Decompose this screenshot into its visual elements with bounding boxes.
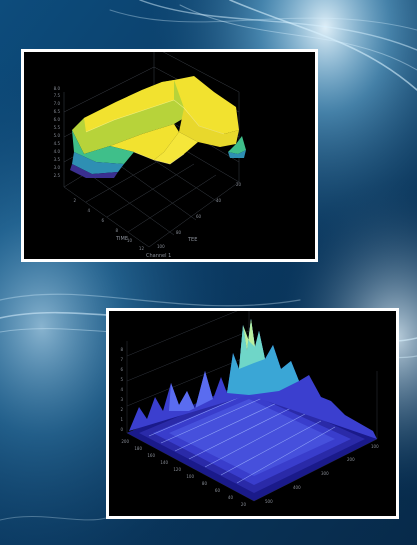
right-axis-tick: 400 bbox=[293, 485, 301, 490]
z-tick: 8.0 bbox=[54, 86, 61, 91]
left-axis-tick: 40 bbox=[228, 495, 234, 500]
z-tick: 5.0 bbox=[54, 133, 61, 138]
waterfall-plot: 8 7 6 5 4 3 2 1 0 200 180 160 140 120 10… bbox=[120, 311, 379, 507]
waterfall-plot-panel: 8 7 6 5 4 3 2 1 0 200 180 160 140 120 10… bbox=[106, 308, 399, 519]
left-axis-tick: 8 bbox=[115, 228, 118, 233]
left-axis-tick: 100 bbox=[186, 474, 194, 479]
z-tick: 4.5 bbox=[54, 141, 61, 146]
z-tick: 2 bbox=[120, 407, 123, 412]
right-axis-tick: 60 bbox=[196, 214, 202, 219]
corner-label: Channel 1 bbox=[146, 253, 171, 259]
z-tick: 3.5 bbox=[54, 157, 61, 162]
left-axis-tick: 60 bbox=[215, 488, 221, 493]
z-tick: 4 bbox=[120, 387, 123, 392]
z-tick: 1 bbox=[120, 417, 123, 422]
left-axis-tick: 2 bbox=[73, 198, 76, 203]
z-tick: 5 bbox=[120, 377, 123, 382]
left-axis-tick: 20 bbox=[241, 502, 247, 507]
z-tick: 7.0 bbox=[54, 101, 61, 106]
left-axis-tick: 160 bbox=[147, 453, 155, 458]
right-axis-label: TEE bbox=[187, 237, 197, 243]
z-tick: 6 bbox=[120, 367, 123, 372]
z-tick: 3 bbox=[120, 397, 123, 402]
left-axis-label: TIME bbox=[115, 236, 128, 242]
z-tick: 4.0 bbox=[54, 149, 61, 154]
right-axis-tick: 100 bbox=[371, 444, 379, 449]
surface-plot-panel: 8.0 7.5 7.0 6.5 6.0 5.5 5.0 4.5 4.0 3.5 … bbox=[21, 49, 318, 262]
left-axis-tick: 12 bbox=[139, 246, 145, 251]
left-axis-tick: 4 bbox=[87, 208, 90, 213]
right-axis-tick: 500 bbox=[265, 499, 273, 504]
left-axis-tick: 140 bbox=[160, 460, 168, 465]
z-tick: 2.5 bbox=[54, 173, 61, 178]
z-tick: 5.5 bbox=[54, 125, 61, 130]
right-axis-tick: 100 bbox=[157, 244, 165, 249]
left-axis-tick: 6 bbox=[101, 218, 104, 223]
z-tick: 7 bbox=[120, 357, 123, 362]
right-axis-tick: 40 bbox=[216, 198, 222, 203]
left-axis-tick: 180 bbox=[134, 446, 142, 451]
left-axis-tick: 80 bbox=[202, 481, 208, 486]
right-axis-tick: 80 bbox=[176, 230, 182, 235]
left-axis-tick: 10 bbox=[127, 238, 133, 243]
right-axis-tick: 300 bbox=[321, 471, 329, 476]
z-tick: 3.0 bbox=[54, 165, 61, 170]
right-axis-tick: 20 bbox=[236, 182, 242, 187]
z-tick: 6.0 bbox=[54, 117, 61, 122]
surface-plot: 8.0 7.5 7.0 6.5 6.0 5.5 5.0 4.5 4.0 3.5 … bbox=[54, 52, 246, 259]
right-axis-tick: 200 bbox=[347, 457, 355, 462]
z-tick: 6.5 bbox=[54, 109, 61, 114]
z-tick: 8 bbox=[120, 347, 123, 352]
left-axis-tick: 120 bbox=[173, 467, 181, 472]
z-tick: 0 bbox=[120, 427, 123, 432]
z-tick: 7.5 bbox=[54, 93, 61, 98]
left-axis-tick: 200 bbox=[121, 439, 129, 444]
